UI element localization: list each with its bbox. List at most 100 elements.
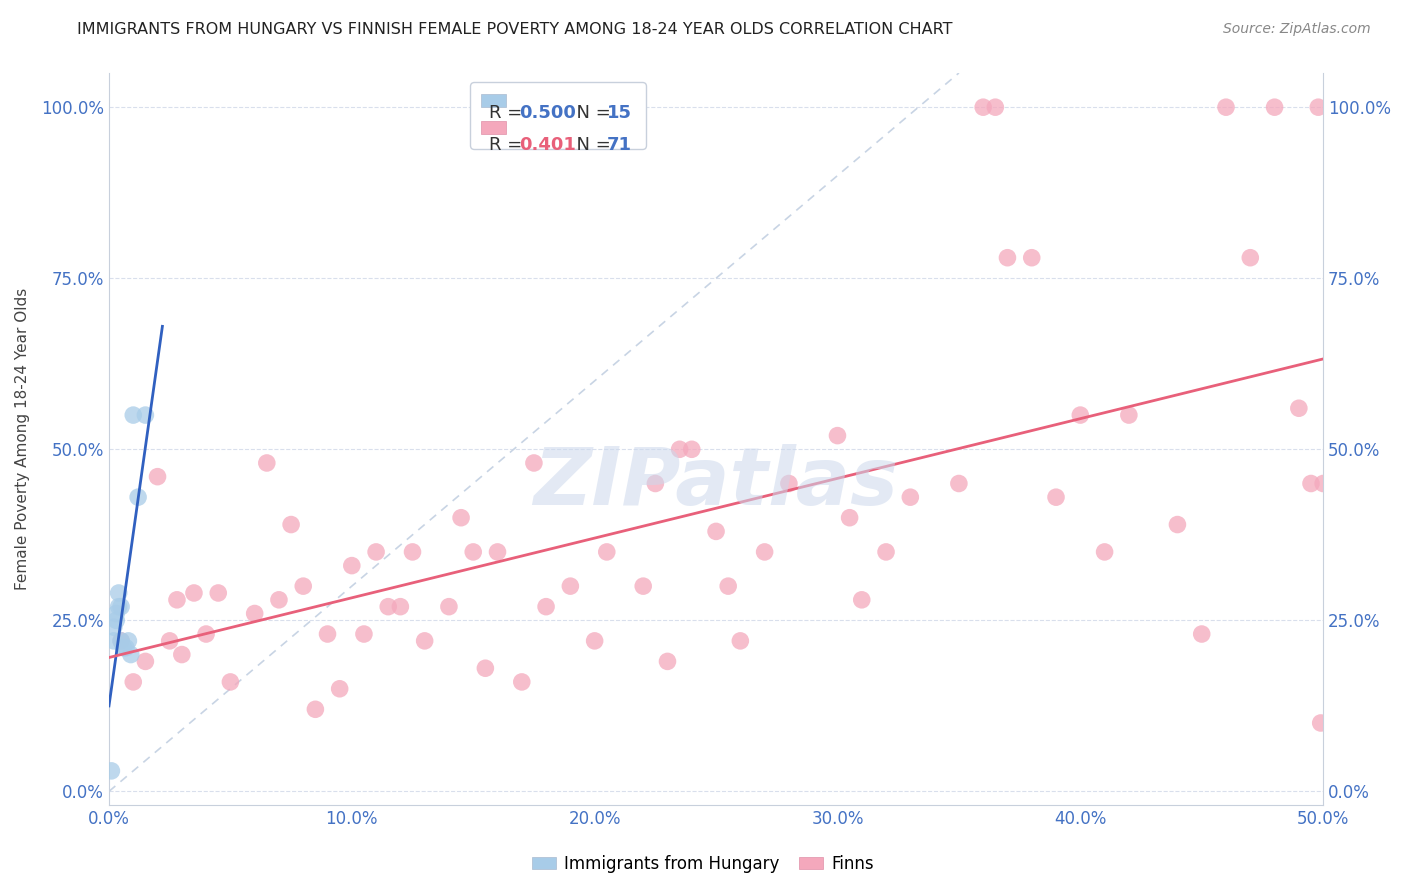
Point <box>1191 627 1213 641</box>
Point <box>1309 716 1331 731</box>
Y-axis label: Female Poverty Among 18-24 Year Olds: Female Poverty Among 18-24 Year Olds <box>15 288 30 591</box>
Point <box>413 633 436 648</box>
Point <box>486 545 509 559</box>
Point <box>463 545 485 559</box>
Point <box>1288 401 1310 416</box>
Point <box>997 251 1019 265</box>
Point <box>1264 100 1286 114</box>
Point <box>437 599 460 614</box>
Point <box>596 545 619 559</box>
Point <box>1239 251 1261 265</box>
Point <box>717 579 740 593</box>
Point <box>1215 100 1237 114</box>
Point <box>146 469 169 483</box>
Point <box>631 579 654 593</box>
Point <box>1308 100 1330 114</box>
Point <box>523 456 546 470</box>
Point <box>219 674 242 689</box>
Point <box>898 490 921 504</box>
Point <box>389 599 412 614</box>
Legend: Immigrants from Hungary, Finns: Immigrants from Hungary, Finns <box>526 848 880 880</box>
Point <box>170 648 193 662</box>
Point <box>105 607 128 621</box>
Point <box>353 627 375 641</box>
Point <box>112 640 135 655</box>
Point <box>122 674 145 689</box>
Text: R =: R = <box>489 104 529 122</box>
Point <box>110 599 132 614</box>
Point <box>120 648 142 662</box>
Point <box>267 592 290 607</box>
Point <box>730 633 752 648</box>
Point <box>984 100 1007 114</box>
Text: N =: N = <box>565 104 617 122</box>
Point <box>1166 517 1188 532</box>
Point <box>377 599 399 614</box>
Point <box>329 681 352 696</box>
Point <box>875 545 897 559</box>
Point <box>754 545 776 559</box>
Text: 0.401: 0.401 <box>519 136 576 153</box>
Point <box>1021 251 1043 265</box>
Point <box>134 408 156 422</box>
Point <box>122 408 145 422</box>
Point <box>401 545 423 559</box>
Point <box>510 674 533 689</box>
Text: N =: N = <box>565 136 617 153</box>
Point <box>583 633 606 648</box>
Point <box>243 607 266 621</box>
Point <box>1118 408 1140 422</box>
Point <box>117 633 139 648</box>
Point <box>827 428 849 442</box>
Point <box>1094 545 1116 559</box>
Point <box>644 476 666 491</box>
Point <box>100 764 122 778</box>
Point <box>657 654 679 668</box>
Point <box>340 558 363 573</box>
Point <box>316 627 339 641</box>
Text: Source: ZipAtlas.com: Source: ZipAtlas.com <box>1223 22 1371 37</box>
Point <box>127 490 149 504</box>
Point <box>1299 476 1322 491</box>
Point <box>159 633 181 648</box>
Point <box>115 640 138 655</box>
Point <box>292 579 315 593</box>
Text: IMMIGRANTS FROM HUNGARY VS FINNISH FEMALE POVERTY AMONG 18-24 YEAR OLDS CORRELAT: IMMIGRANTS FROM HUNGARY VS FINNISH FEMAL… <box>77 22 953 37</box>
Point <box>681 442 703 457</box>
Point <box>103 633 125 648</box>
Point <box>704 524 727 539</box>
Point <box>778 476 800 491</box>
Point <box>1045 490 1067 504</box>
Point <box>364 545 387 559</box>
Text: 0.500: 0.500 <box>519 104 576 122</box>
Point <box>534 599 557 614</box>
Point <box>103 620 125 634</box>
Point <box>450 510 472 524</box>
Point <box>107 586 129 600</box>
Legend: placeholder1, placeholder2: placeholder1, placeholder2 <box>470 82 645 149</box>
Point <box>110 633 132 648</box>
Point <box>948 476 970 491</box>
Point <box>1069 408 1091 422</box>
Point <box>256 456 278 470</box>
Point <box>107 599 129 614</box>
Point <box>972 100 994 114</box>
Point <box>838 510 860 524</box>
Point <box>474 661 496 675</box>
Point <box>851 592 873 607</box>
Point <box>195 627 218 641</box>
Point <box>1312 476 1334 491</box>
Text: 71: 71 <box>607 136 631 153</box>
Text: 15: 15 <box>607 104 631 122</box>
Point <box>668 442 690 457</box>
Point <box>134 654 156 668</box>
Point <box>166 592 188 607</box>
Point <box>183 586 205 600</box>
Text: ZIPatlas: ZIPatlas <box>533 444 898 522</box>
Point <box>105 613 128 627</box>
Point <box>304 702 326 716</box>
Text: R =: R = <box>489 136 534 153</box>
Point <box>110 633 132 648</box>
Point <box>207 586 229 600</box>
Point <box>560 579 582 593</box>
